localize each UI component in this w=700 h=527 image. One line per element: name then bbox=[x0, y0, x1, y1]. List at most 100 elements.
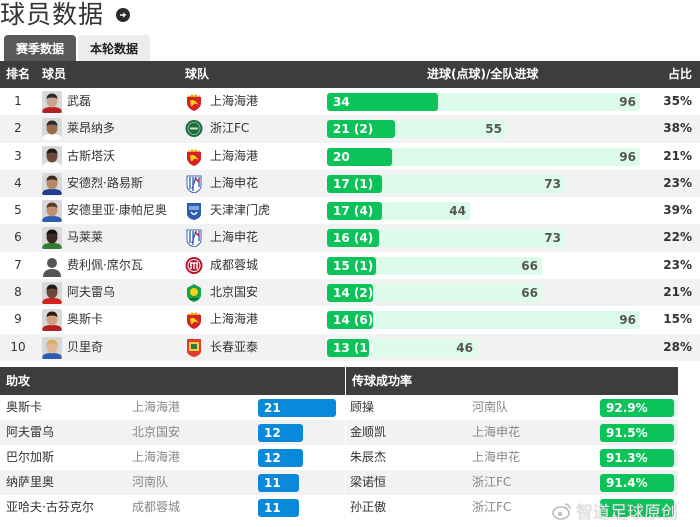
player-name[interactable]: 朱辰杰 bbox=[350, 450, 387, 464]
rank-cell: 2 bbox=[14, 121, 22, 136]
team-logo-icon bbox=[185, 338, 203, 357]
list-item[interactable]: 顾操 河南队 92.9% bbox=[346, 395, 678, 420]
table-row[interactable]: 6 马莱莱 上海申花 16 (4) 73 22% bbox=[0, 224, 700, 252]
team-name: 浙江FC bbox=[472, 475, 512, 489]
player-goals-bar: 21 (2) bbox=[327, 120, 395, 139]
table-row[interactable]: 7 费利佩·席尔瓦 成都蓉城 15 (1) 66 23% bbox=[0, 252, 700, 279]
team-name[interactable]: 长春亚泰 bbox=[210, 339, 259, 354]
list-item[interactable]: 金顺凯 上海申花 91.5% bbox=[346, 420, 678, 445]
table-row[interactable]: 4 安德烈·路易斯 上海申花 17 (1) 73 23% bbox=[0, 169, 700, 198]
team-name[interactable]: 上海海港 bbox=[210, 148, 259, 163]
player-avatar bbox=[42, 282, 62, 305]
table-row[interactable]: 9 奥斯卡 上海海港 14 (6) 96 15% bbox=[0, 306, 700, 333]
team-goals-value: 46 bbox=[456, 340, 473, 355]
player-name[interactable]: 奥斯卡 bbox=[67, 312, 104, 327]
player-goals-bar: 20 bbox=[327, 147, 392, 166]
team-goals-value: 73 bbox=[544, 231, 561, 246]
list-item[interactable]: 奥斯卡 上海海港 21 bbox=[0, 395, 345, 420]
player-name[interactable]: 巴尔加斯 bbox=[6, 450, 55, 464]
player-name[interactable]: 马莱莱 bbox=[67, 230, 104, 245]
player-name[interactable]: 亚哈夫·古芬克尔 bbox=[6, 500, 94, 514]
player-name[interactable]: 武磊 bbox=[67, 94, 92, 108]
goal-share-value: 28% bbox=[663, 339, 692, 354]
table-row[interactable]: 2 莱昂纳多 浙江FC 21 (2) 55 38% bbox=[0, 115, 700, 143]
team-name[interactable]: 成都蓉城 bbox=[210, 257, 259, 272]
table-row[interactable]: 1 武磊 上海海港 34 96 35% bbox=[0, 88, 700, 115]
team-name[interactable]: 天津津门虎 bbox=[210, 203, 271, 218]
player-name[interactable]: 莱昂纳多 bbox=[67, 121, 116, 136]
list-item[interactable]: 亚哈夫·古芬克尔 成都蓉城 11 bbox=[0, 495, 345, 520]
team-goals-value: 66 bbox=[521, 258, 538, 273]
player-name[interactable]: 阿夫雷乌 bbox=[6, 425, 55, 439]
team-goals-value: 73 bbox=[544, 176, 561, 191]
team-name: 北京国安 bbox=[132, 425, 181, 439]
team-logo-icon bbox=[185, 310, 203, 330]
watermark-text: 智道足球原创 bbox=[576, 503, 678, 523]
goal-share-value: 23% bbox=[663, 175, 692, 190]
pass-accuracy-bar: 92.9% bbox=[600, 399, 674, 417]
player-name[interactable]: 古斯塔沃 bbox=[67, 148, 116, 163]
player-name[interactable]: 费利佩·席尔瓦 bbox=[67, 257, 143, 272]
player-name[interactable]: 梁诺恒 bbox=[350, 475, 387, 489]
team-name[interactable]: 上海申花 bbox=[210, 175, 259, 190]
team-goals-value: 96 bbox=[619, 313, 636, 328]
table-row[interactable]: 8 阿夫雷乌 北京国安 14 (2) 66 21% bbox=[0, 279, 700, 307]
player-avatar bbox=[42, 336, 62, 359]
arrow-right-circle-icon[interactable] bbox=[116, 8, 131, 22]
goal-share-value: 15% bbox=[663, 312, 692, 327]
goals-table-body: 1 武磊 上海海港 34 96 35% 2 莱昂纳多 浙江FC 21 (2) 55 38% 3 古斯塔沃上… bbox=[0, 88, 700, 361]
pass-accuracy-title: 传球成功率 bbox=[346, 367, 678, 395]
goal-share-value: 35% bbox=[663, 94, 692, 108]
player-name[interactable]: 阿夫雷乌 bbox=[67, 285, 116, 300]
table-row[interactable]: 5 安德里亚·康帕尼奥 天津津门虎 17 (4) 44 39% bbox=[0, 197, 700, 224]
team-logo-icon bbox=[185, 147, 203, 166]
player-name[interactable]: 安德烈·路易斯 bbox=[67, 175, 143, 190]
assists-panel: 助攻 奥斯卡 上海海港 21 阿夫雷乌 北京国安 12 巴尔加斯 上海海港 12 纳萨里奥 河南队 1… bbox=[0, 367, 345, 520]
col-player: 球员 bbox=[42, 67, 67, 81]
rank-cell: 9 bbox=[14, 312, 22, 327]
list-item[interactable]: 梁诺恒 浙江FC 91.4% bbox=[346, 470, 678, 495]
list-item[interactable]: 朱辰杰 上海申花 91.3% bbox=[346, 445, 678, 470]
team-logo-icon bbox=[185, 92, 203, 111]
player-avatar bbox=[42, 91, 62, 113]
player-name[interactable]: 顾操 bbox=[350, 400, 375, 414]
player-goals-bar: 34 bbox=[327, 93, 438, 111]
list-item[interactable]: 纳萨里奥 河南队 11 bbox=[0, 470, 345, 495]
team-goals-value: 66 bbox=[521, 286, 538, 301]
team-name[interactable]: 北京国安 bbox=[210, 285, 259, 300]
list-item[interactable]: 巴尔加斯 上海海港 12 bbox=[0, 445, 345, 470]
player-goals-bar: 14 (2) bbox=[327, 284, 373, 303]
player-name[interactable]: 纳萨里奥 bbox=[6, 475, 55, 489]
list-item[interactable]: 阿夫雷乌 北京国安 12 bbox=[0, 420, 345, 445]
assists-bar: 11 bbox=[258, 474, 299, 492]
player-name[interactable]: 孙正傲 bbox=[350, 500, 387, 514]
page-header: 球员数据 bbox=[0, 0, 131, 30]
rank-cell: 8 bbox=[14, 285, 22, 300]
pass-accuracy-bar: 91.5% bbox=[600, 424, 674, 442]
team-logo-icon bbox=[185, 228, 203, 248]
team-name[interactable]: 上海申花 bbox=[210, 230, 259, 245]
player-avatar bbox=[42, 227, 62, 250]
rank-cell: 10 bbox=[10, 339, 26, 354]
rank-cell: 6 bbox=[14, 230, 22, 245]
col-goals: 进球(点球)/全队进球 bbox=[427, 67, 539, 81]
pass-accuracy-panel: 传球成功率 顾操 河南队 92.9% 金顺凯 上海申花 91.5% 朱辰杰 上海申花 91.3%… bbox=[346, 367, 678, 520]
goal-share-value: 39% bbox=[663, 203, 692, 218]
player-name[interactable]: 奥斯卡 bbox=[6, 400, 43, 414]
table-row[interactable]: 10 贝里奇 长春亚泰 13 (1) 46 28% bbox=[0, 333, 700, 361]
goal-share-value: 21% bbox=[663, 148, 692, 163]
team-name[interactable]: 上海海港 bbox=[210, 94, 259, 108]
player-name[interactable]: 贝里奇 bbox=[67, 339, 104, 354]
team-name[interactable]: 上海海港 bbox=[210, 312, 259, 327]
list-item[interactable]: 孙正傲 浙江FC bbox=[346, 495, 678, 520]
goal-share-value: 38% bbox=[663, 121, 692, 136]
tab-round-stats[interactable]: 本轮数据 bbox=[78, 35, 151, 61]
team-name[interactable]: 浙江FC bbox=[210, 121, 250, 136]
rank-cell: 3 bbox=[14, 148, 22, 163]
player-name[interactable]: 金顺凯 bbox=[350, 425, 387, 439]
tab-season-stats[interactable]: 赛季数据 bbox=[4, 35, 77, 61]
player-name[interactable]: 安德里亚·康帕尼奥 bbox=[67, 203, 167, 218]
player-goals-bar: 17 (4) bbox=[327, 202, 382, 221]
table-row[interactable]: 3 古斯塔沃 上海海港 20 96 21% bbox=[0, 143, 700, 170]
goal-share-value: 21% bbox=[663, 285, 692, 300]
